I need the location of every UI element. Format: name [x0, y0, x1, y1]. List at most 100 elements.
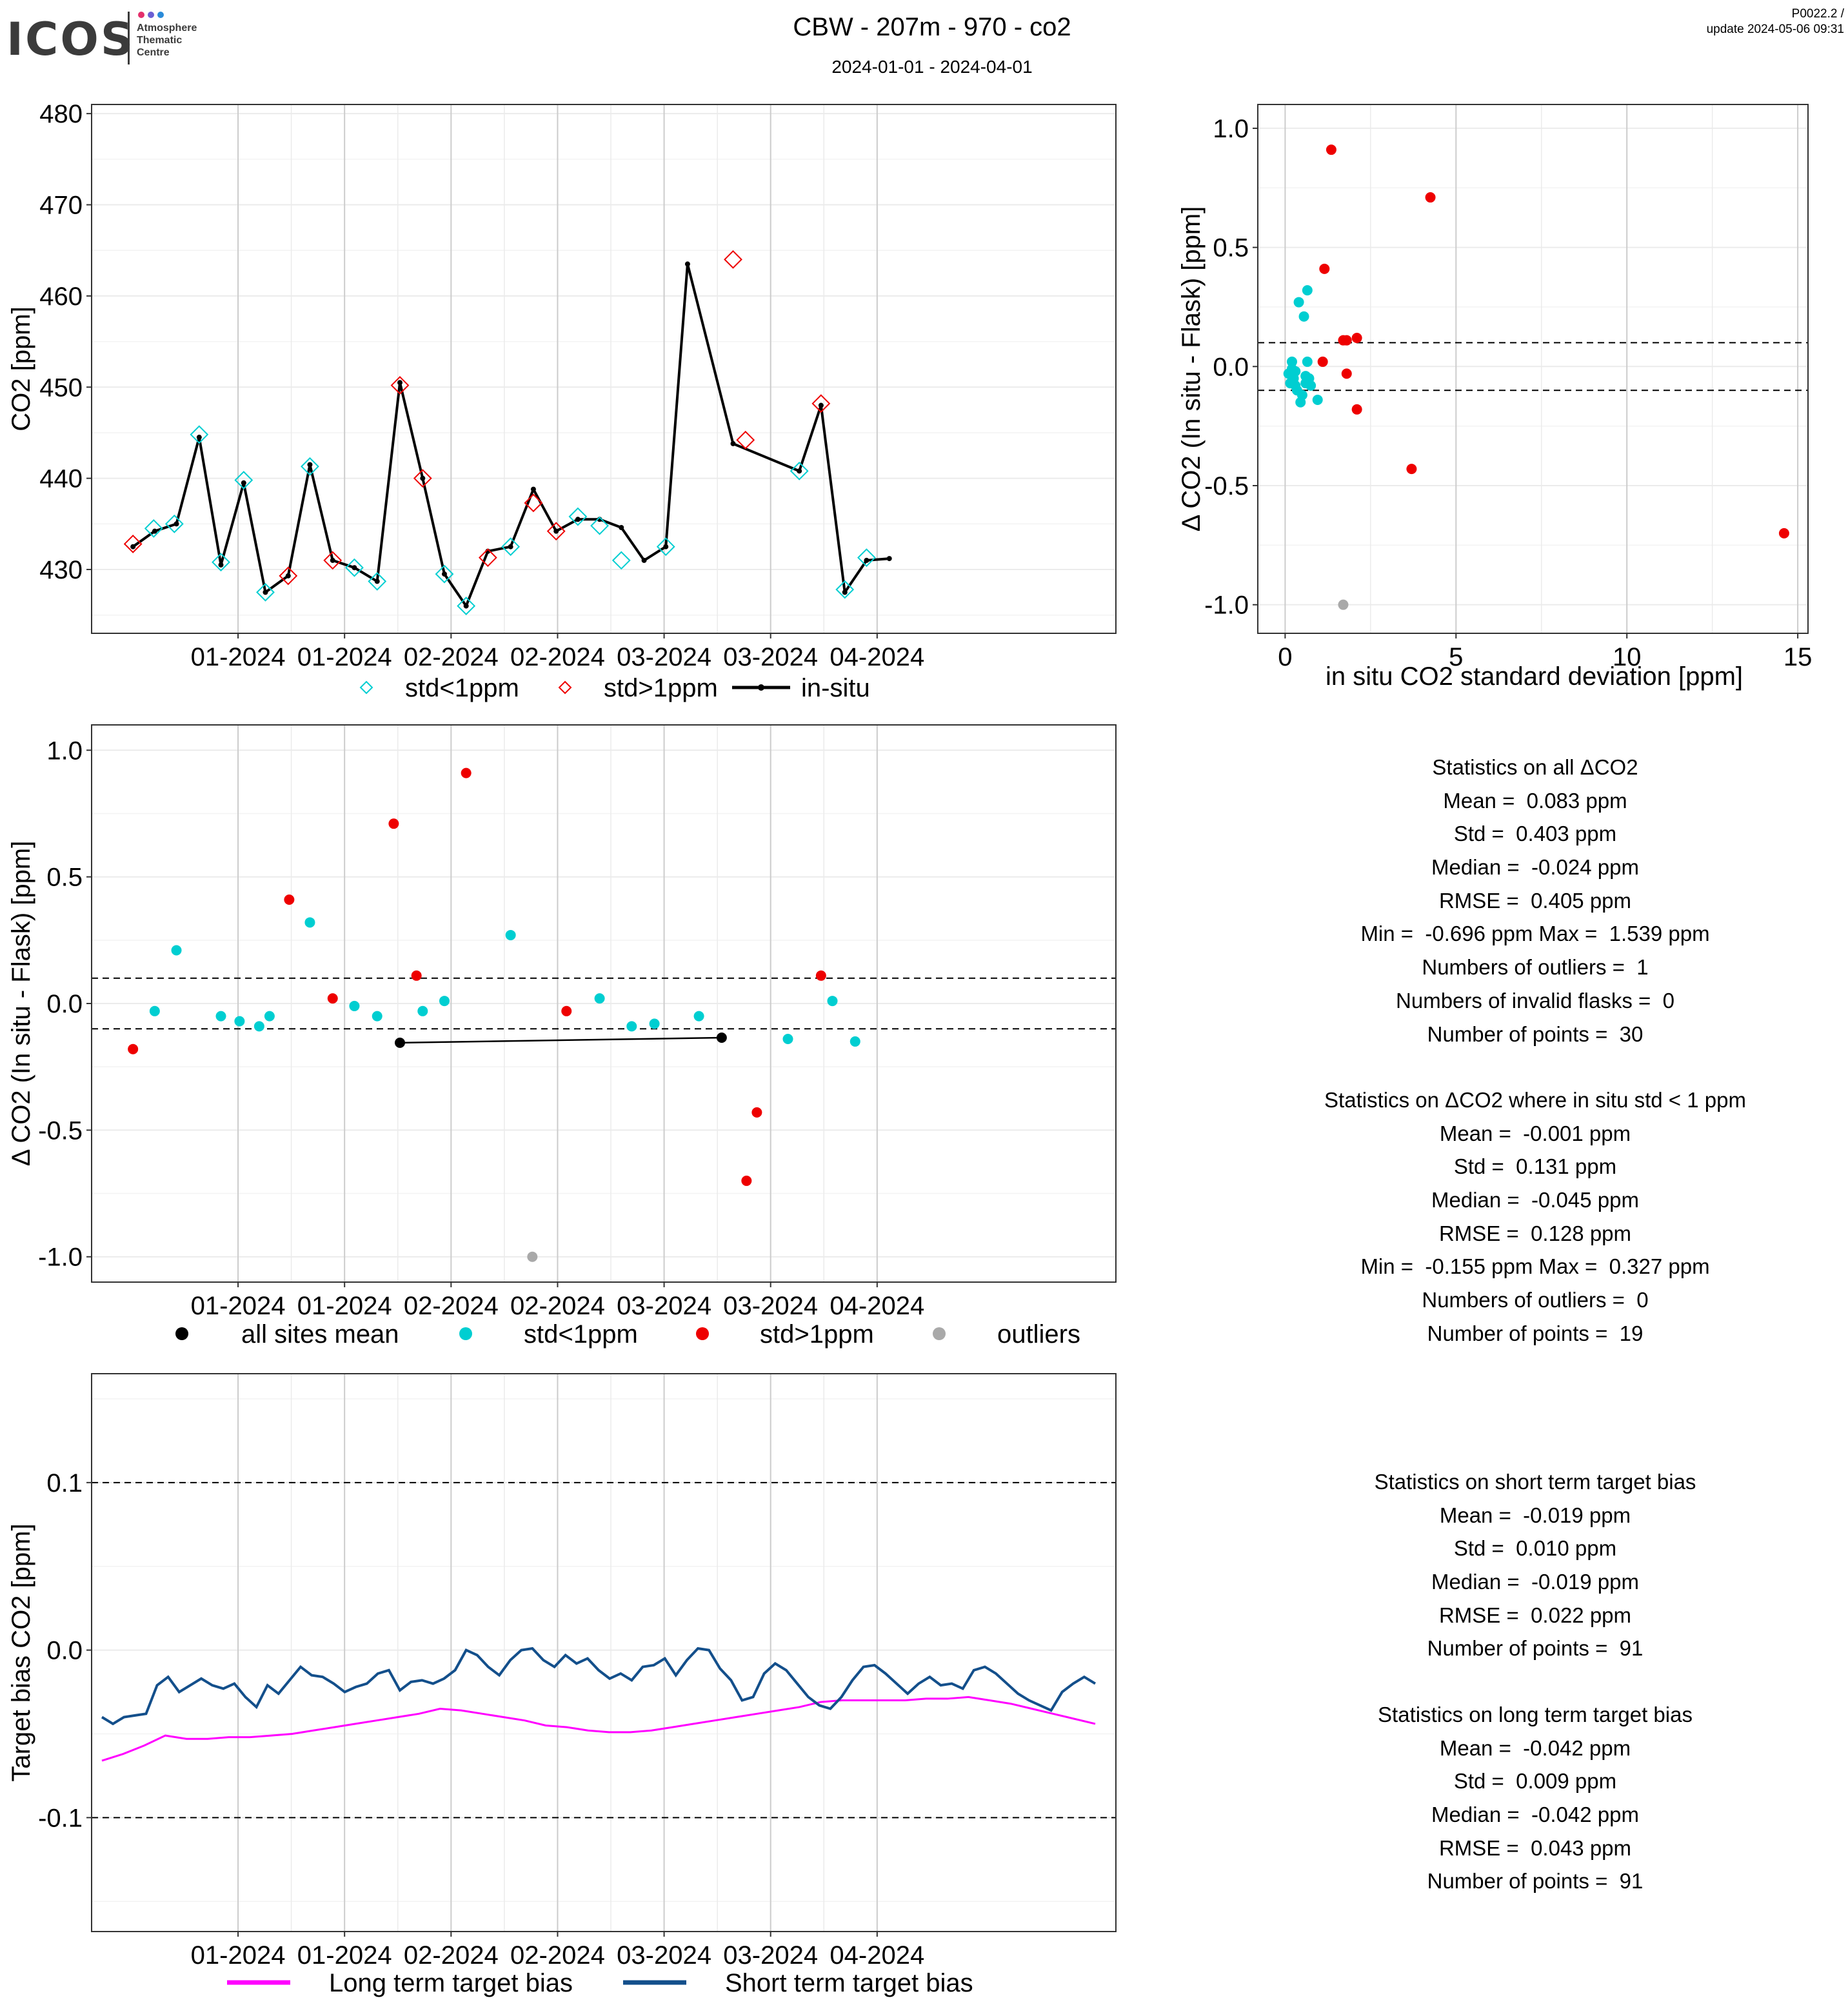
delta-ts-point-gt1 [751, 1107, 762, 1118]
delta-ts-point-lt1 [626, 1021, 637, 1032]
delta-ts-point-lt1 [149, 1005, 160, 1016]
std-lt1-marker [790, 461, 809, 480]
delta-ts-point-gt1 [284, 894, 295, 905]
delta-ts-plot-ylabel: Δ CO2 (In situ - Flask) [ppm] [7, 841, 35, 1167]
std-lt1-marker [256, 582, 275, 602]
delta-std-point-gt1 [1351, 332, 1362, 343]
short-term-bias-line [101, 1646, 1097, 1726]
std-lt1-marker [301, 457, 319, 476]
delta-ts-point-lt1 [505, 929, 516, 940]
stats-line: RMSE = 0.022 ppm [1438, 1603, 1632, 1627]
target-bias-plot-bg [92, 1374, 1116, 1932]
delta-ts-point-lt1 [594, 993, 605, 1004]
co2-plot-xtick-label: 03-2024 [617, 643, 711, 671]
stats-line: Number of points = 19 [1427, 1321, 1644, 1345]
insitu-point [797, 468, 802, 474]
stats-line: Statistics on all ΔCO2 [1432, 755, 1638, 779]
co2-plot-ytick-label: 440 [39, 465, 83, 493]
target-bias-plot-xtick-label: 03-2024 [723, 1941, 818, 1970]
co2-plot-xtick-label: 01-2024 [191, 643, 286, 671]
logo-sub-line: Thematic [137, 35, 183, 46]
std-lt1-marker [656, 537, 675, 557]
delta-ts-plot-ytick-label: 1.0 [46, 737, 83, 765]
delta-ts-plot-xtick-label: 01-2024 [297, 1292, 392, 1320]
legend-short-term-label: Short term target bias [725, 1969, 973, 1997]
stats-line: Statistics on ΔCO2 where in situ std < 1… [1324, 1088, 1746, 1112]
page-subtitle: 2024-01-01 - 2024-04-01 [831, 57, 1033, 77]
std-lt1-marker [568, 507, 588, 526]
logo-text: ICOS [6, 13, 135, 66]
delta-std-point-lt1 [1286, 356, 1297, 367]
std-gt1-marker [724, 250, 742, 269]
stats-all-panel: Statistics on all ΔCO2 Mean = 0.083 ppm St… [1213, 751, 1848, 1051]
delta-std-xtick-label: 10 [1613, 643, 1642, 671]
std-lt1-marker [345, 558, 364, 577]
legend-delta-label: std>1ppm [760, 1320, 874, 1349]
co2-plot-bg [92, 104, 1116, 633]
delta-ts-point-gt1 [561, 1005, 572, 1016]
stats-line: RMSE = 0.043 ppm [1438, 1835, 1632, 1860]
stats-line: Number of points = 91 [1427, 1636, 1644, 1661]
delta-std-point-outlier [1338, 599, 1349, 610]
logo-dots-icon [138, 12, 164, 18]
legend-delta-key [933, 1327, 946, 1340]
legend-long-term-label: Long term target bias [329, 1969, 573, 1997]
delta-std-point-gt1 [1351, 404, 1362, 415]
insitu-line [132, 262, 889, 608]
insitu-point [263, 589, 268, 595]
std-lt1-marker [190, 425, 209, 444]
insitu-point [575, 517, 581, 522]
co2-plot-xtick-label: 01-2024 [297, 643, 392, 671]
legend-insitu-key-dot [758, 684, 764, 691]
delta-std-point-gt1 [1317, 356, 1328, 367]
delta-ts-point-gt1 [411, 970, 422, 981]
stats-line: Std = 0.009 ppm [1453, 1769, 1617, 1794]
co2-plot-xtick-label: 03-2024 [723, 643, 818, 671]
stats-line: Std = 0.010 ppm [1453, 1536, 1617, 1561]
std-gt1-marker [524, 493, 543, 513]
stats-line: Numbers of outliers = 0 [1422, 1288, 1649, 1312]
insitu-point [641, 557, 647, 563]
delta-ts-point-gt1 [815, 970, 826, 981]
legend-delta-key [459, 1327, 472, 1340]
target-bias-plot-xtick-label: 01-2024 [297, 1941, 392, 1970]
delta-std-xtick-label: 0 [1278, 643, 1292, 671]
std-gt1-marker [736, 430, 755, 450]
std-gt1-marker [546, 522, 566, 541]
delta-ts-plot-ytick-label: 0.5 [46, 864, 83, 892]
std-lt1-marker [368, 571, 387, 591]
stats-line: Numbers of outliers = 1 [1422, 955, 1649, 980]
insitu-point [842, 589, 848, 595]
target-bias-plot-border [91, 1373, 1117, 1932]
delta-std-point-gt1 [1326, 144, 1336, 155]
legend-std-lt1-key [359, 680, 373, 695]
delta-std-ytick-label: -1.0 [1204, 591, 1249, 620]
delta-std-point-gt1 [1338, 335, 1349, 346]
icos-logo: ICOS Atmosphere Thematic Centre [5, 9, 212, 67]
delta-ts-point-lt1 [171, 945, 182, 956]
std-lt1-marker [835, 580, 855, 599]
insitu-point [330, 557, 335, 563]
stats-line: Number of points = 91 [1427, 1869, 1644, 1893]
delta-std-point-gt1 [1406, 464, 1417, 475]
stats-line: RMSE = 0.405 ppm [1438, 888, 1632, 913]
legend-delta-key [175, 1327, 188, 1340]
version-line: P0022.2 / [1791, 7, 1844, 21]
delta-std-point-lt1 [1297, 390, 1307, 400]
stats-line: Mean = -0.042 ppm [1439, 1735, 1631, 1760]
delta-ts-plot-ytick-label: -0.5 [38, 1116, 83, 1145]
delta-ts-point-outlier [527, 1251, 538, 1262]
std-lt1-marker [611, 551, 631, 570]
stats-line: Numbers of invalid flasks = 0 [1396, 988, 1674, 1013]
stats-line: Std = 0.403 ppm [1453, 822, 1617, 846]
version-line: update 2024-05-06 09:31 [1706, 23, 1844, 36]
stats-line: Median = -0.042 ppm [1431, 1803, 1639, 1827]
std-lt1-marker [590, 516, 609, 535]
co2-plot-xtick-label: 04-2024 [830, 643, 924, 671]
legend-std-gt1-key [558, 680, 572, 695]
delta-std-xtick-label: 5 [1449, 643, 1463, 671]
std-lt1-marker [212, 553, 230, 572]
version-info: P0022.2 / update 2024-05-06 09:31 [1707, 6, 1844, 37]
delta-std-ylabel: Δ CO2 (In situ - Flask) [ppm] [1177, 206, 1206, 532]
delta-std-point-gt1 [1425, 192, 1436, 203]
